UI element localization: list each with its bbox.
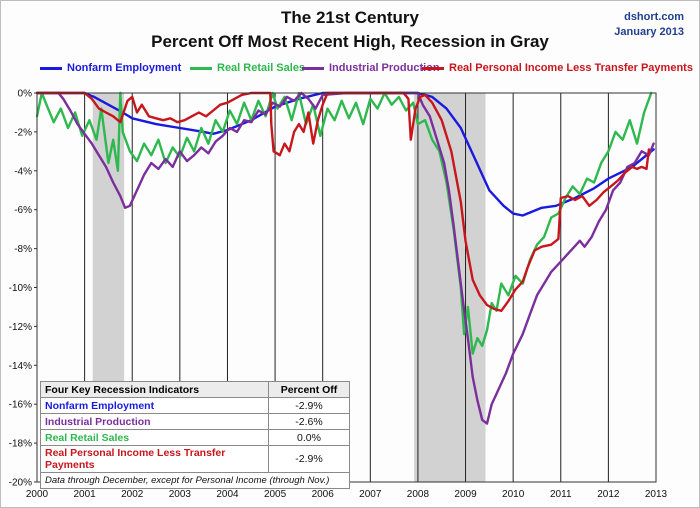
y-tick-1: -2% (14, 127, 32, 138)
x-tick-2004: 2004 (216, 489, 239, 500)
y-tick-8: -16% (9, 400, 32, 411)
x-tick-2001: 2001 (73, 489, 96, 500)
chart-title: The 21st Century (281, 8, 419, 27)
x-tick-2008: 2008 (407, 489, 430, 500)
legend-swatch-retail (190, 66, 212, 70)
x-tick-2009: 2009 (454, 489, 477, 500)
row-value-industrial: -2.6% (268, 413, 350, 430)
legend-swatch-nonfarm (40, 66, 62, 70)
source-date: January 2013 (614, 26, 684, 38)
y-tick-4: -8% (14, 244, 32, 255)
legend-label-industrial: Industrial Production (329, 62, 440, 74)
x-tick-2013: 2013 (645, 489, 668, 500)
row-label-industrial: Industrial Production (40, 413, 269, 430)
real-personal-income-line (35, 91, 651, 312)
legend-label-retail: Real Retail Sales (217, 62, 306, 74)
x-tick-2012: 2012 (597, 489, 620, 500)
legend-item-industrial: Industrial Production (302, 62, 440, 74)
legend-swatch-industrial (302, 66, 324, 70)
x-tick-2006: 2006 (312, 489, 335, 500)
legend-label-income: Real Personal Income Less Transfer Payme… (449, 62, 693, 74)
x-tick-2010: 2010 (502, 489, 525, 500)
y-tick-2: -4% (14, 166, 32, 177)
real-retail-sales-line (35, 91, 653, 355)
chart-subtitle: Percent Off Most Recent High, Recession … (151, 32, 549, 51)
table-header-name: Four Key Recession Indicators (40, 381, 269, 398)
x-tick-2002: 2002 (121, 489, 144, 500)
y-tick-6: -12% (9, 322, 32, 333)
y-axis-ticks: 0% -2% -4% -6% -8% -10% -12% -14% -16% -18% -20% (9, 89, 37, 489)
table-note: Data through December, except for Person… (40, 472, 350, 489)
table-note-row: Data through December, except for Person… (40, 472, 350, 489)
row-label-nonfarm: Nonfarm Employment (40, 397, 269, 414)
y-tick-7: -14% (9, 361, 32, 372)
legend-swatch-income (422, 66, 444, 70)
y-tick-3: -6% (14, 205, 32, 216)
table-row: Nonfarm Employment -2.9% (40, 397, 350, 414)
row-value-nonfarm: -2.9% (268, 397, 350, 414)
legend-item-income: Real Personal Income Less Transfer Payme… (422, 62, 693, 74)
x-tick-2005: 2005 (264, 489, 287, 500)
y-tick-5: -10% (9, 283, 32, 294)
x-tick-2003: 2003 (169, 489, 192, 500)
table-header-row: Four Key Recession Indicators Percent Of… (40, 381, 350, 398)
y-tick-10: -20% (9, 478, 32, 489)
table-row: Real Personal Income Less Transfer Payme… (40, 445, 350, 473)
indicator-table: Four Key Recession Indicators Percent Of… (40, 381, 350, 489)
legend-item-retail: Real Retail Sales (190, 62, 305, 74)
row-value-income: -2.9% (268, 445, 350, 473)
row-value-retail: 0.0% (268, 429, 350, 446)
row-label-income: Real Personal Income Less Transfer Payme… (40, 445, 269, 473)
x-axis-ticks: 2000 2001 2002 2003 2004 2005 2006 2007 2008 2009… (26, 489, 668, 500)
x-tick-2000: 2000 (26, 489, 49, 500)
row-label-retail: Real Retail Sales (40, 429, 269, 446)
legend-label-nonfarm: Nonfarm Employment (67, 62, 182, 74)
recession-band-2 (414, 93, 486, 482)
source-label: dshort.com January 2013 (614, 10, 684, 40)
table-header-value: Percent Off (268, 381, 350, 398)
source-site: dshort.com (624, 11, 684, 23)
legend: Nonfarm Employment Real Retail Sales Ind… (40, 62, 693, 78)
y-tick-0: 0% (18, 89, 33, 100)
y-tick-9: -18% (9, 439, 32, 450)
x-tick-2007: 2007 (359, 489, 382, 500)
x-tick-2011: 2011 (550, 489, 572, 500)
table-row: Real Retail Sales 0.0% (40, 429, 350, 446)
table-row: Industrial Production -2.6% (40, 413, 350, 430)
legend-item-nonfarm: Nonfarm Employment (40, 62, 181, 74)
